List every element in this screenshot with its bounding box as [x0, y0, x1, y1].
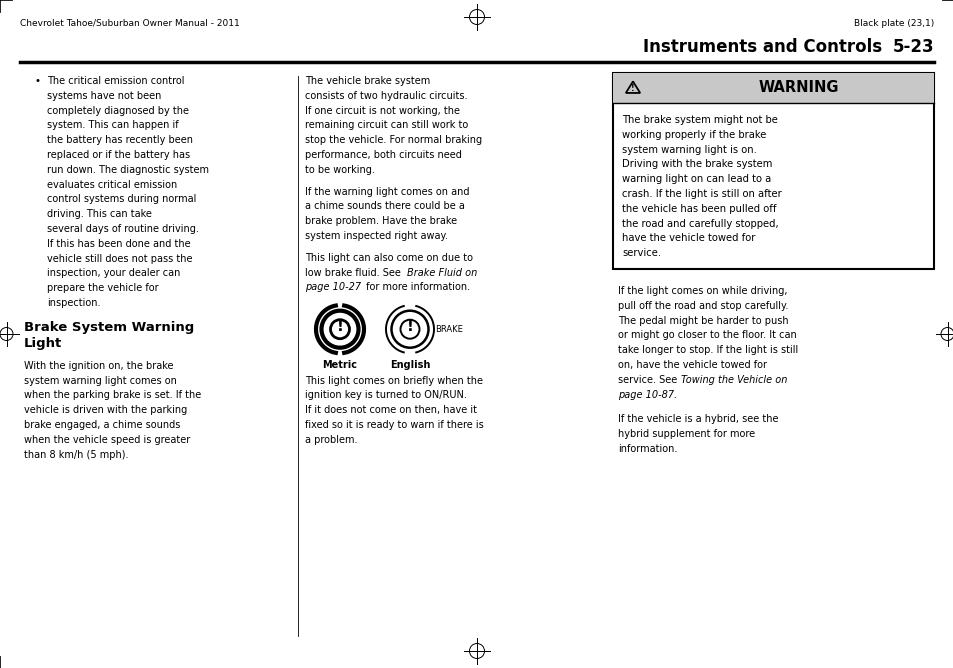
Text: This light can also come on due to: This light can also come on due to: [305, 253, 473, 263]
Text: information.: information.: [618, 444, 677, 454]
Text: The pedal might be harder to push: The pedal might be harder to push: [618, 315, 788, 325]
Text: evaluates critical emission: evaluates critical emission: [47, 180, 177, 190]
Text: the vehicle has been pulled off: the vehicle has been pulled off: [621, 204, 776, 214]
Text: Chevrolet Tahoe/Suburban Owner Manual - 2011: Chevrolet Tahoe/Suburban Owner Manual - …: [20, 19, 239, 28]
Text: !: !: [631, 84, 634, 94]
Text: on, have the vehicle towed for: on, have the vehicle towed for: [618, 360, 766, 370]
Text: system. This can happen if: system. This can happen if: [47, 120, 178, 130]
Text: crash. If the light is still on after: crash. If the light is still on after: [621, 189, 781, 199]
Text: consists of two hydraulic circuits.: consists of two hydraulic circuits.: [305, 91, 467, 101]
Text: warning light on can lead to a: warning light on can lead to a: [621, 174, 770, 184]
Text: !: !: [336, 319, 343, 334]
Text: when the parking brake is set. If the: when the parking brake is set. If the: [24, 390, 201, 400]
Text: fixed so it is ready to warn if there is: fixed so it is ready to warn if there is: [305, 420, 483, 430]
Text: remaining circuit can still work to: remaining circuit can still work to: [305, 120, 468, 130]
Text: If it does not come on then, have it: If it does not come on then, have it: [305, 405, 476, 415]
Text: a chime sounds there could be a: a chime sounds there could be a: [305, 201, 464, 211]
Text: than 8 km/h (5 mph).: than 8 km/h (5 mph).: [24, 450, 129, 460]
Text: system inspected right away.: system inspected right away.: [305, 231, 447, 241]
Text: Instruments and Controls: Instruments and Controls: [642, 38, 882, 56]
Text: completely diagnosed by the: completely diagnosed by the: [47, 106, 189, 116]
Text: for more information.: for more information.: [363, 283, 470, 293]
Text: 5-23: 5-23: [891, 38, 933, 56]
Text: system warning light comes on: system warning light comes on: [24, 375, 176, 385]
Text: working properly if the brake: working properly if the brake: [621, 130, 765, 140]
Text: If the vehicle is a hybrid, see the: If the vehicle is a hybrid, see the: [618, 414, 778, 424]
Text: English: English: [390, 359, 430, 369]
Text: page 10-27: page 10-27: [305, 283, 361, 293]
Text: system warning light is on.: system warning light is on.: [621, 144, 756, 154]
Text: brake problem. Have the brake: brake problem. Have the brake: [305, 216, 456, 226]
Text: hybrid supplement for more: hybrid supplement for more: [618, 430, 755, 439]
Text: The critical emission control: The critical emission control: [47, 76, 184, 86]
Text: take longer to stop. If the light is still: take longer to stop. If the light is sti…: [618, 345, 798, 355]
Text: the battery has recently been: the battery has recently been: [47, 135, 193, 145]
Text: The vehicle brake system: The vehicle brake system: [305, 76, 430, 86]
Text: Brake System Warning
Light: Brake System Warning Light: [24, 321, 194, 350]
Text: to be working.: to be working.: [305, 165, 375, 175]
Text: stop the vehicle. For normal braking: stop the vehicle. For normal braking: [305, 135, 481, 145]
Text: inspection, your dealer can: inspection, your dealer can: [47, 269, 180, 279]
Text: If the warning light comes on and: If the warning light comes on and: [305, 186, 469, 196]
Text: Brake Fluid on: Brake Fluid on: [407, 268, 476, 278]
Text: !: !: [406, 319, 413, 334]
Text: low brake fluid. See: low brake fluid. See: [305, 268, 403, 278]
Text: run down. The diagnostic system: run down. The diagnostic system: [47, 165, 209, 175]
Text: Driving with the brake system: Driving with the brake system: [621, 160, 772, 170]
Text: If the light comes on while driving,: If the light comes on while driving,: [618, 286, 786, 296]
Text: vehicle is driven with the parking: vehicle is driven with the parking: [24, 405, 187, 415]
Text: Metric: Metric: [322, 359, 357, 369]
Text: driving. This can take: driving. This can take: [47, 209, 152, 219]
Text: systems have not been: systems have not been: [47, 91, 161, 101]
Text: replaced or if the battery has: replaced or if the battery has: [47, 150, 190, 160]
Text: page 10-87.: page 10-87.: [618, 389, 677, 399]
Text: With the ignition on, the brake: With the ignition on, the brake: [24, 361, 173, 371]
Text: Black plate (23,1): Black plate (23,1): [853, 19, 933, 28]
Text: If one circuit is not working, the: If one circuit is not working, the: [305, 106, 459, 116]
Text: brake engaged, a chime sounds: brake engaged, a chime sounds: [24, 420, 180, 430]
Text: pull off the road and stop carefully.: pull off the road and stop carefully.: [618, 301, 787, 311]
Text: The brake system might not be: The brake system might not be: [621, 115, 777, 125]
Text: Towing the Vehicle on: Towing the Vehicle on: [680, 375, 786, 385]
Text: inspection.: inspection.: [47, 298, 100, 308]
Text: WARNING: WARNING: [759, 81, 839, 96]
Text: vehicle still does not pass the: vehicle still does not pass the: [47, 254, 193, 264]
Text: service. See: service. See: [618, 375, 679, 385]
Text: ignition key is turned to ON/RUN.: ignition key is turned to ON/RUN.: [305, 391, 466, 401]
Bar: [613, 73, 933, 103]
Text: This light comes on briefly when the: This light comes on briefly when the: [305, 375, 482, 385]
Text: or might go closer to the floor. It can: or might go closer to the floor. It can: [618, 331, 796, 341]
Text: •: •: [34, 76, 40, 86]
Text: service.: service.: [621, 248, 660, 259]
Text: BRAKE: BRAKE: [435, 325, 463, 334]
Text: when the vehicle speed is greater: when the vehicle speed is greater: [24, 435, 190, 445]
Text: have the vehicle towed for: have the vehicle towed for: [621, 233, 755, 243]
Text: If this has been done and the: If this has been done and the: [47, 238, 191, 248]
Text: a problem.: a problem.: [305, 435, 357, 445]
Text: the road and carefully stopped,: the road and carefully stopped,: [621, 218, 778, 228]
Text: several days of routine driving.: several days of routine driving.: [47, 224, 198, 234]
Text: prepare the vehicle for: prepare the vehicle for: [47, 283, 158, 293]
Bar: [613, 73, 933, 269]
Text: performance, both circuits need: performance, both circuits need: [305, 150, 461, 160]
Text: control systems during normal: control systems during normal: [47, 194, 196, 204]
